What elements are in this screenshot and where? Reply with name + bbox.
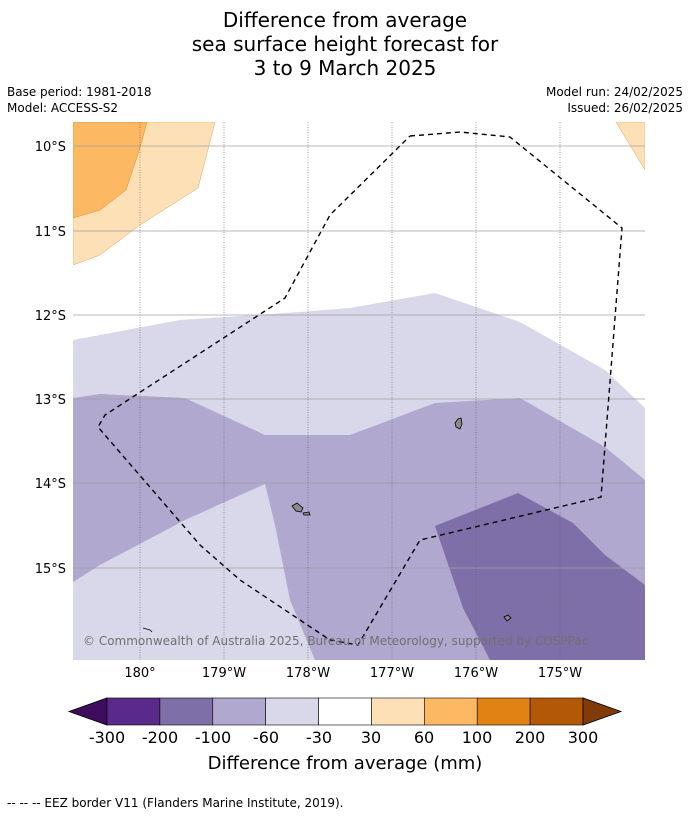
- title-line-1: Difference from average: [222, 8, 468, 32]
- colorbar-tick-200: 200: [514, 728, 546, 747]
- colorbar-tick-300: 300: [567, 728, 599, 747]
- colorbar-tick-neg100: -100: [194, 728, 232, 747]
- colorbar-tick-neg60: -60: [252, 728, 280, 747]
- island-southeast: [503, 614, 512, 622]
- eez-legend: -- -- -- EEZ border V11 (Flanders Marine…: [7, 796, 344, 810]
- lat-label-11s: 11°S: [35, 225, 66, 240]
- meta-left: Base period: 1981-2018 Model: ACCESS-S2: [7, 84, 152, 116]
- island-center-small: [302, 511, 311, 516]
- issued-date: Issued: 26/02/2025: [567, 101, 683, 115]
- lon-label-178w: 178°W: [286, 666, 330, 681]
- colorbar-swatch-5: [318, 697, 372, 726]
- colorbar-tick-neg300: -300: [88, 728, 126, 747]
- lon-label-176w: 176°W: [454, 666, 498, 681]
- colorbar-swatch-9: [529, 697, 584, 726]
- lon-label-177w: 177°W: [370, 666, 414, 681]
- latitude-labels: 10°S 11°S 12°S 13°S 14°S 15°S: [35, 140, 66, 577]
- lat-label-14s: 14°S: [35, 477, 66, 492]
- island-east: [454, 417, 463, 430]
- colorbar-extend-low: [67, 697, 108, 726]
- anomaly-region-dark-purple: [435, 493, 645, 660]
- map-panel: © Commonwealth of Australia 2025, Bureau…: [73, 122, 645, 660]
- colorbar-swatch-1: [106, 697, 161, 726]
- colorbar-tick-30: 30: [360, 728, 382, 747]
- colorbar-tick-neg30: -30: [305, 728, 333, 747]
- lon-label-175w: 175°W: [538, 666, 582, 681]
- model-name: Model: ACCESS-S2: [7, 101, 119, 115]
- map-title: Difference from average sea surface heig…: [0, 8, 690, 80]
- colorbar-tick-100: 100: [461, 728, 493, 747]
- colorbar-swatch-2: [159, 697, 214, 726]
- longitude-labels: 180° 179°W 178°W 177°W 176°W 175°W: [124, 666, 582, 681]
- island-southwest: [142, 627, 153, 633]
- colorbar-swatch-7: [424, 697, 478, 726]
- graticule: [73, 122, 645, 660]
- eez-border: [97, 131, 623, 646]
- title-line-3: 3 to 9 March 2025: [253, 56, 437, 80]
- colorbar-swatch-3: [212, 697, 266, 726]
- colorbar-title: Difference from average (mm): [207, 753, 483, 774]
- base-period: Base period: 1981-2018: [7, 85, 152, 99]
- meta-right: Model run: 24/02/2025 Issued: 26/02/2025: [546, 84, 683, 116]
- colorbar-tick-60: 60: [413, 728, 435, 747]
- island-center: [291, 502, 304, 513]
- lon-label-179w: 179°W: [202, 666, 246, 681]
- lon-label-180: 180°: [124, 666, 155, 681]
- colorbar-swatch-4: [265, 697, 319, 726]
- colorbar-swatch-6: [371, 697, 425, 726]
- lat-label-15s: 15°S: [35, 562, 66, 577]
- lat-label-10s: 10°S: [35, 140, 66, 155]
- title-line-2: sea surface height forecast for: [191, 32, 499, 56]
- colorbar-swatch-8: [476, 697, 531, 726]
- lat-label-13s: 13°S: [35, 393, 66, 408]
- colorbar-tick-neg200: -200: [141, 728, 179, 747]
- colorbar: [67, 697, 623, 726]
- model-run: Model run: 24/02/2025: [545, 85, 683, 99]
- colorbar-extend-high: [582, 697, 623, 726]
- copyright-text: © Commonwealth of Australia 2025, Bureau…: [83, 634, 588, 648]
- lat-label-12s: 12°S: [35, 309, 66, 324]
